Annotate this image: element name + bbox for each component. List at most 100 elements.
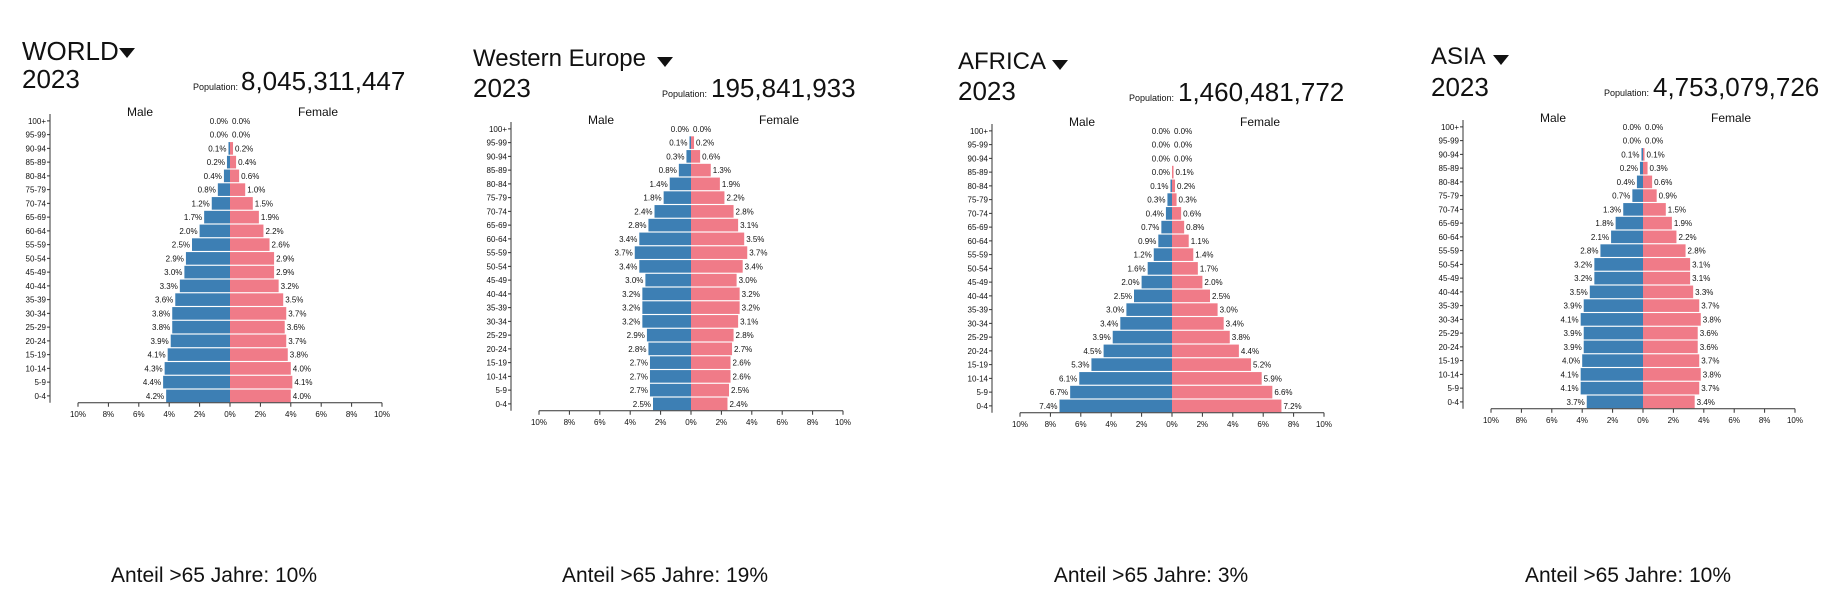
male-bar [1611,230,1643,244]
age-group-label: 90-94 [1439,150,1460,159]
female-bar [1643,203,1666,216]
dropdown-arrow-icon[interactable] [657,57,673,67]
male-bar [172,307,230,320]
region-title[interactable]: AFRICA [958,48,1047,75]
region-title[interactable]: WORLD [22,36,119,66]
male-bar [1623,203,1643,216]
female-bar [1172,303,1218,316]
male-value-label: 3.2% [622,290,640,299]
age-group-label: 90-94 [26,144,47,153]
male-bar [1583,326,1643,340]
male-value-label: 0.7% [1141,223,1159,232]
female-value-label: 3.2% [742,290,760,299]
female-value-label: 3.7% [749,249,767,258]
region-title[interactable]: ASIA [1431,43,1486,70]
x-tick-label: 8% [103,410,115,419]
age-group-label: 30-34 [968,319,989,328]
female-value-label: 2.8% [1688,247,1706,256]
x-tick-label: 10% [1316,420,1332,429]
male-value-label: 3.2% [1574,260,1592,269]
female-value-label: 3.4% [745,262,763,271]
age-group-label: 20-24 [1439,343,1460,352]
female-bar [691,218,739,232]
male-value-label: 4.3% [144,364,162,373]
female-bar [230,210,259,224]
male-bar [170,334,230,348]
female-value-label: 3.5% [285,296,303,305]
population-pyramid: Male Female 100+ 0.0% 0.0% 95-99 0.0% 0.0% 90-94… [1439,111,1803,425]
male-value-label: 0.0% [1152,154,1170,163]
male-value-label: 0.9% [1138,237,1156,246]
population-value: 4,753,079,726 [1653,72,1820,102]
female-bar [691,150,701,163]
age-group-label: 50-54 [26,254,47,263]
age-group-label: 85-89 [1439,164,1460,173]
x-tick-label: 4% [285,410,297,419]
dropdown-arrow-icon[interactable] [1052,60,1068,70]
male-bar [1158,234,1172,248]
x-tick-label: 6% [1075,420,1087,429]
male-value-label: 2.7% [630,359,648,368]
male-value-label: 0.1% [1621,150,1639,159]
x-tick-label: 4% [1227,420,1239,429]
female-value-label: 1.3% [713,166,731,175]
female-value-label: 3.2% [742,304,760,313]
male-value-label: 3.6% [155,296,173,305]
age-group-label: 5-9 [34,378,46,387]
female-bar [1172,372,1262,385]
female-value-label: 1.0% [247,186,265,195]
region-title[interactable]: Western Europe [473,45,646,72]
dropdown-arrow-icon[interactable] [1493,55,1509,65]
male-bar [1147,262,1172,275]
age-group-label: 30-34 [26,309,47,318]
male-bar [179,279,230,293]
female-bar [691,356,731,369]
female-bar [1172,275,1203,289]
female-bar [691,328,734,342]
male-bar [1632,189,1643,202]
x-tick-label: 2% [716,418,728,427]
male-bar [642,287,691,301]
male-value-label: 4.1% [147,351,165,360]
male-bar [226,155,230,169]
male-value-label: 0.0% [671,125,689,134]
age-group-label: 95-99 [487,139,508,148]
age-group-label: 35-39 [1439,302,1460,311]
female-value-label: 3.0% [739,276,757,285]
male-value-label: 3.9% [1563,329,1581,338]
age-group-label: 75-79 [968,196,989,205]
panel-world: WORLD 2023 Population: 8,045,311,447 Mal… [0,0,461,614]
female-value-label: 0.3% [1650,164,1668,173]
age-group-label: 15-19 [487,359,508,368]
male-value-label: 2.5% [633,400,651,409]
male-value-label: 0.0% [210,117,228,126]
female-bar [1643,285,1694,299]
male-value-label: 4.2% [146,392,164,401]
female-bar [230,238,270,251]
age-group-label: 20-24 [968,347,989,356]
female-header: Female [759,113,799,127]
male-value-label: 0.4% [1617,178,1635,187]
female-bar [230,197,253,210]
population-pyramid: Male Female 100+ 0.0% 0.0% 95-99 0.1% 0.2% 90-94… [487,113,851,427]
age-group-label: 25-29 [1439,329,1460,338]
female-bar [691,370,731,383]
age-group-label: 30-34 [1439,315,1460,324]
x-tick-label: 6% [315,410,327,419]
male-value-label: 0.2% [1620,164,1638,173]
male-value-label: 0.0% [1623,137,1641,146]
male-bar [1059,399,1172,413]
male-value-label: 3.9% [1563,343,1581,352]
female-bar [1172,399,1282,413]
age-group-label: 90-94 [487,152,508,161]
female-value-label: 1.4% [1195,251,1213,260]
male-value-label: 0.3% [666,152,684,161]
male-value-label: 0.7% [1612,192,1630,201]
year-label: 2023 [1431,72,1489,102]
age-group-label: 80-84 [1439,178,1460,187]
female-bar [230,293,284,306]
female-bar [1643,230,1677,244]
age-group-label: 60-64 [1439,233,1460,242]
dropdown-arrow-icon[interactable] [119,48,135,58]
population-label: Population: [662,89,708,99]
